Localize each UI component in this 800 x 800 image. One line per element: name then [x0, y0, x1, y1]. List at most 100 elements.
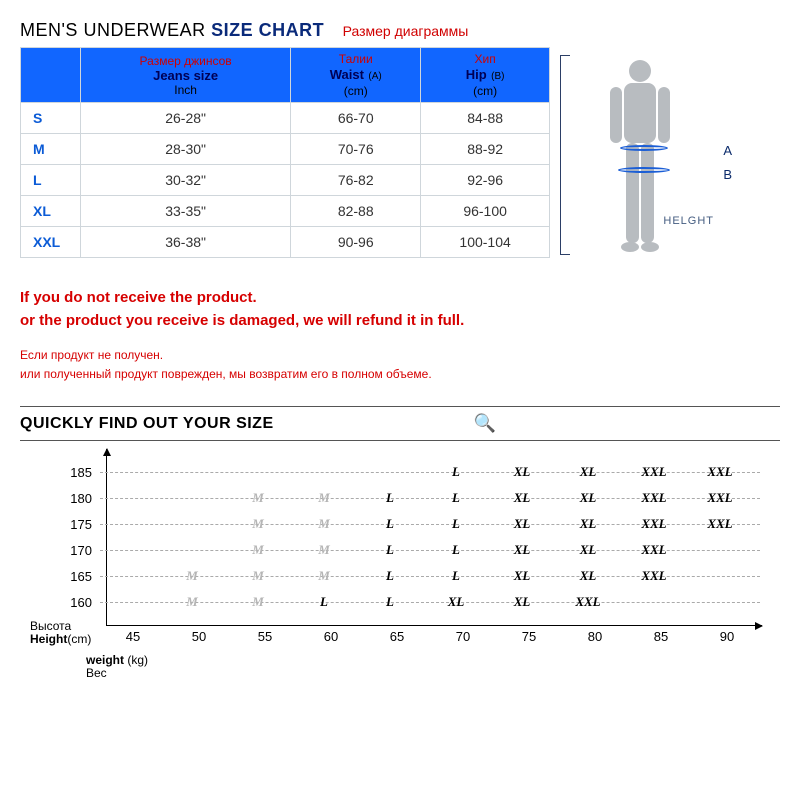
- grid-cell: L: [434, 490, 478, 506]
- cell-waist: 70-76: [291, 134, 421, 165]
- y-axis: [106, 449, 107, 625]
- grid-ylabel: 175: [40, 517, 100, 532]
- grid-row: 160MMLLXLXLXXL: [40, 589, 760, 615]
- grid-cell: L: [434, 568, 478, 584]
- grid-cell: L: [434, 464, 478, 480]
- grid-cell: XL: [500, 568, 544, 584]
- height-label: HELGHT: [663, 215, 714, 227]
- grid-cell: M: [302, 490, 346, 506]
- size-table: Размер джинсов Jeans size Inch Талии Wai…: [20, 47, 550, 258]
- title-red: Размер диаграммы: [343, 23, 469, 39]
- section2-title: QUICKLY FIND OUT YOUR SIZE 🔍: [20, 406, 780, 441]
- x-tick: 60: [298, 629, 364, 644]
- notice-ru-2: или полученный продукт поврежден, мы воз…: [20, 365, 780, 384]
- grid-cell: L: [368, 516, 412, 532]
- y-axis-label: Высота Height(cm): [30, 620, 91, 646]
- notice-ru-1: Если продукт не получен.: [20, 346, 780, 365]
- search-icon: 🔍: [474, 413, 497, 434]
- grid-cell: M: [302, 568, 346, 584]
- table-row: XL33-35"82-8896-100: [21, 196, 550, 227]
- grid-cell: XL: [566, 516, 610, 532]
- title-prefix: MEN'S UNDERWEAR: [20, 20, 211, 40]
- x-tick: 45: [100, 629, 166, 644]
- grid-cell: XXL: [632, 464, 676, 480]
- grid-ylabel: 160: [40, 595, 100, 610]
- x-axis: [106, 625, 762, 626]
- cell-hip: 84-88: [421, 103, 550, 134]
- grid-cell: XL: [500, 464, 544, 480]
- grid-ylabel: 170: [40, 543, 100, 558]
- grid-cell: XL: [434, 594, 478, 610]
- grid-cell: M: [236, 568, 280, 584]
- grid-row: 180MMLLXLXLXXLXXL: [40, 485, 760, 511]
- table-row: L30-32"76-8292-96: [21, 165, 550, 196]
- x-tick: 55: [232, 629, 298, 644]
- x-tick: 85: [628, 629, 694, 644]
- th-hip: Хип Hip (B) (cm): [421, 48, 550, 103]
- grid-cell: XXL: [566, 594, 610, 610]
- cell-size: XXL: [21, 227, 81, 258]
- grid-line: MMLLXLXLXXLXXL: [100, 524, 760, 525]
- grid-row: 170MMLLXLXLXXL: [40, 537, 760, 563]
- grid-cell: XXL: [632, 516, 676, 532]
- grid-cell: M: [236, 516, 280, 532]
- cell-size: S: [21, 103, 81, 134]
- cell-size: XL: [21, 196, 81, 227]
- x-tick: 90: [694, 629, 760, 644]
- cell-hip: 92-96: [421, 165, 550, 196]
- grid-cell: M: [236, 542, 280, 558]
- notice-en-1: If you do not receive the product.: [20, 287, 780, 310]
- x-tick: 65: [364, 629, 430, 644]
- grid-cell: XXL: [698, 516, 742, 532]
- cell-waist: 76-82: [291, 165, 421, 196]
- grid-row: 165MMMLLXLXLXXL: [40, 563, 760, 589]
- x-tick: 50: [166, 629, 232, 644]
- grid-cell: L: [368, 490, 412, 506]
- cell-size: M: [21, 134, 81, 165]
- grid-cell: XL: [566, 490, 610, 506]
- grid-cell: XXL: [632, 542, 676, 558]
- grid-cell: L: [434, 516, 478, 532]
- grid-cell: L: [368, 594, 412, 610]
- th-size: [21, 48, 81, 103]
- th-jeans: Размер джинсов Jeans size Inch: [81, 48, 291, 103]
- cell-jeans: 28-30": [81, 134, 291, 165]
- notice-block: If you do not receive the product. or th…: [20, 287, 780, 384]
- x-axis-ticks: 45505560657075808590: [100, 629, 760, 644]
- title-row: MEN'S UNDERWEAR SIZE CHART Размер диагра…: [20, 20, 780, 41]
- grid-cell: XL: [500, 516, 544, 532]
- mark-a: A: [723, 143, 732, 158]
- cell-hip: 88-92: [421, 134, 550, 165]
- notice-en-2: or the product you receive is damaged, w…: [20, 310, 780, 333]
- grid-cell: XXL: [632, 568, 676, 584]
- grid-cell: M: [170, 594, 214, 610]
- grid-line: MMLLXLXLXXL: [100, 550, 760, 551]
- grid-cell: L: [434, 542, 478, 558]
- size-table-area: Размер джинсов Jeans size Inch Талии Wai…: [20, 47, 550, 265]
- grid-ylabel: 185: [40, 465, 100, 480]
- mark-b: B: [723, 167, 732, 182]
- cell-waist: 66-70: [291, 103, 421, 134]
- cell-jeans: 30-32": [81, 165, 291, 196]
- cell-hip: 100-104: [421, 227, 550, 258]
- grid-cell: XL: [500, 490, 544, 506]
- grid-line: MMLLXLXLXXL: [100, 602, 760, 603]
- grid-ylabel: 180: [40, 491, 100, 506]
- grid-row: 185LXLXLXXLXXL: [40, 459, 760, 485]
- grid-ylabel: 165: [40, 569, 100, 584]
- grid-cell: XXL: [698, 490, 742, 506]
- x-tick: 70: [430, 629, 496, 644]
- grid-cell: L: [368, 568, 412, 584]
- grid-cell: M: [302, 516, 346, 532]
- x-tick: 75: [496, 629, 562, 644]
- grid-cell: XL: [566, 542, 610, 558]
- cell-jeans: 33-35": [81, 196, 291, 227]
- grid-cell: XL: [566, 568, 610, 584]
- grid-cell: XXL: [632, 490, 676, 506]
- th-waist: Талии Waist (A) (cm): [291, 48, 421, 103]
- grid-line: LXLXLXXLXXL: [100, 472, 760, 473]
- table-row: S26-28"66-7084-88: [21, 103, 550, 134]
- cell-hip: 96-100: [421, 196, 550, 227]
- title-bold: SIZE CHART: [211, 20, 324, 40]
- height-bracket: [560, 55, 570, 255]
